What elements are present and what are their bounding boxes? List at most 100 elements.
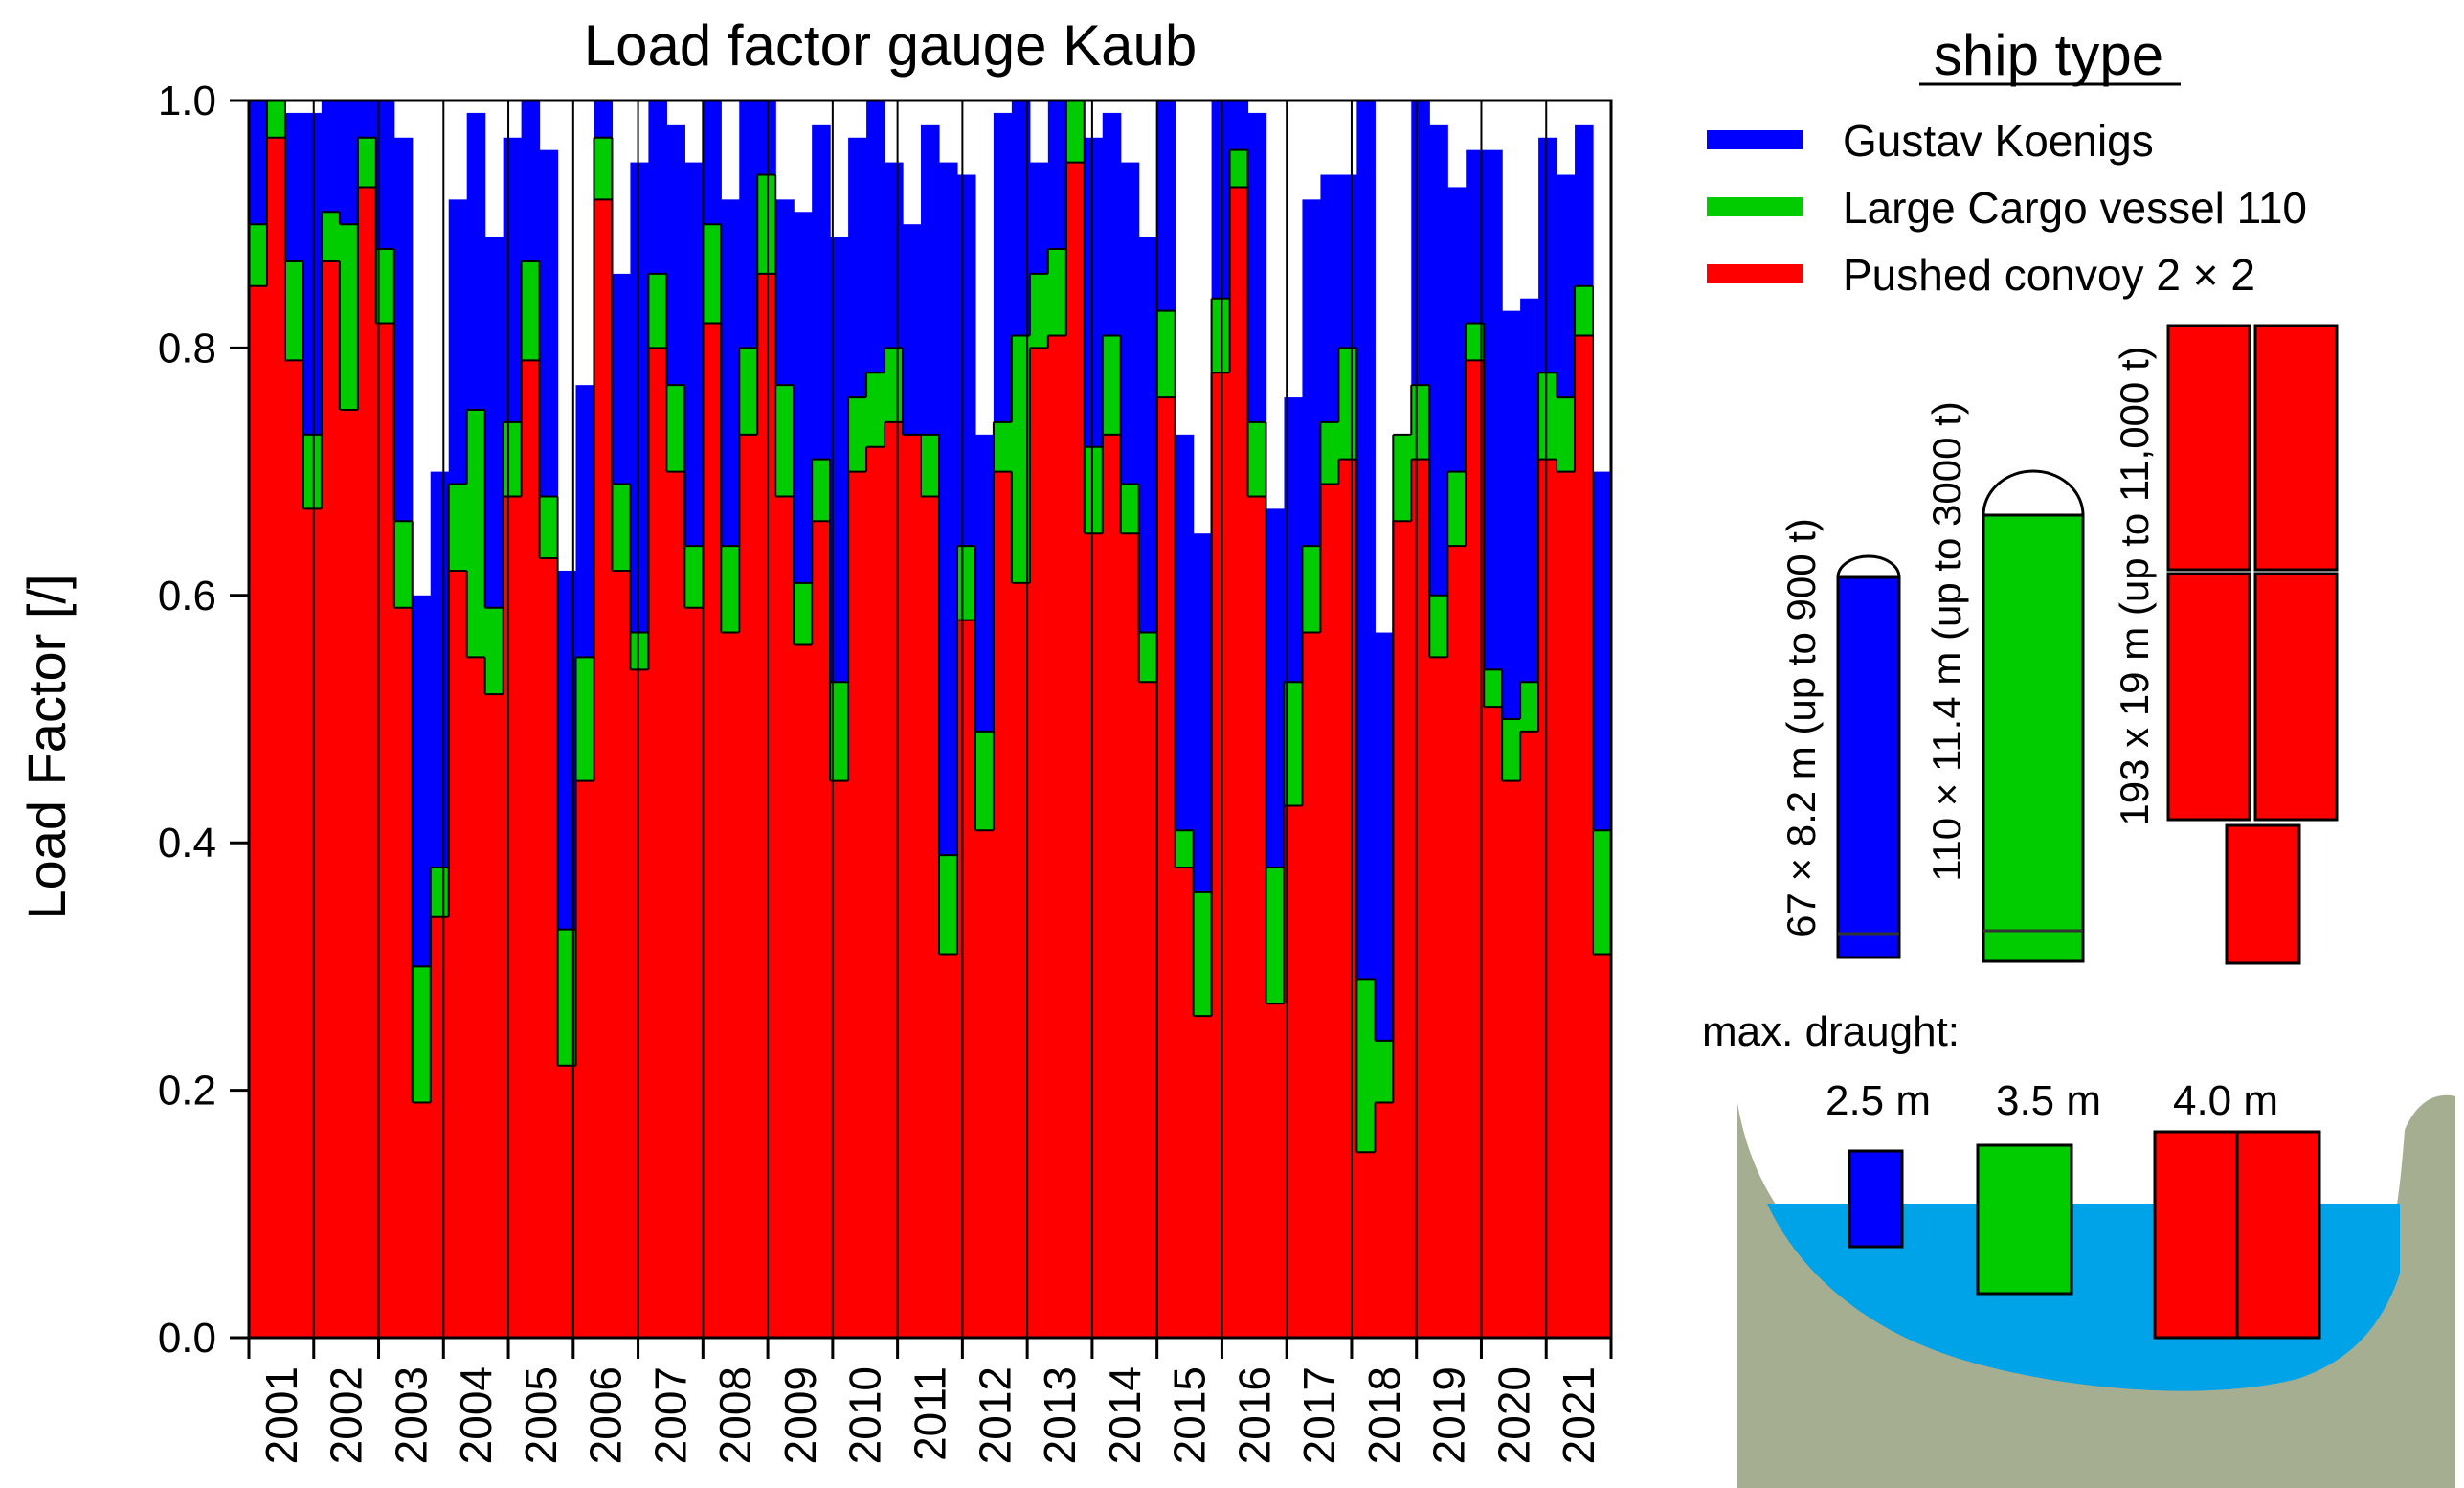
bar-cargo-40 <box>974 731 995 831</box>
bar-cargo-30 <box>794 582 813 645</box>
bar-cargo-15 <box>521 260 541 361</box>
bar-convoy-58 <box>1302 632 1322 1338</box>
bar-gustav-32 <box>830 237 849 683</box>
bar-cargo-28 <box>757 174 776 274</box>
bar-gustav-73 <box>1575 124 1594 286</box>
bar-cargo-10 <box>430 868 450 917</box>
bar-gustav-25 <box>703 101 722 225</box>
legend-swatch-cargo <box>1707 197 1803 216</box>
draught-label-cargo: 3.5 m <box>1996 1077 2101 1124</box>
bar-gustav-14 <box>503 137 523 422</box>
bar-gustav-0 <box>249 101 268 225</box>
bar-convoy-41 <box>993 471 1013 1339</box>
bar-cargo-13 <box>484 607 504 695</box>
bar-convoy-43 <box>1029 348 1049 1338</box>
bar-gustav-74 <box>1593 471 1612 831</box>
x-tick-label-2017: 2017 <box>1294 1366 1344 1464</box>
bar-convoy-24 <box>684 607 704 1338</box>
bar-convoy-69 <box>1502 780 1521 1338</box>
draught-gustav-hull <box>1848 1149 1904 1249</box>
bar-gustav-11 <box>448 199 468 485</box>
convoy-barge-3 <box>2166 572 2251 822</box>
bar-convoy-12 <box>466 657 486 1338</box>
bar-cargo-38 <box>938 855 958 955</box>
bar-gustav-8 <box>393 137 414 522</box>
bar-cargo-32 <box>830 682 849 781</box>
bar-convoy-20 <box>612 570 632 1338</box>
bar-cargo-33 <box>848 397 867 472</box>
bar-gustav-54 <box>1229 101 1249 150</box>
ship-gustav: 67 × 8.2 m (up to 900 t) <box>1779 518 1901 959</box>
bar-convoy-55 <box>1247 496 1267 1338</box>
bar-convoy-10 <box>430 916 450 1338</box>
bar-convoy-46 <box>1084 533 1104 1338</box>
cargo-dimensions: 110 × 11.4 m (up to 3000 t) <box>1924 401 1969 882</box>
bar-convoy-36 <box>903 434 922 1339</box>
bar-gustav-56 <box>1266 508 1286 868</box>
bar-cargo-26 <box>721 546 740 633</box>
x-tick-label-2011: 2011 <box>906 1366 955 1461</box>
bar-convoy-32 <box>830 780 849 1338</box>
bar-cargo-58 <box>1302 546 1322 633</box>
bar-cargo-52 <box>1193 891 1213 1017</box>
bar-cargo-19 <box>594 137 614 200</box>
bar-cargo-53 <box>1211 298 1231 373</box>
bar-cargo-31 <box>812 459 831 522</box>
y-tick-label-0.2: 0.2 <box>158 1068 216 1115</box>
bar-convoy-6 <box>357 187 377 1339</box>
bar-convoy-51 <box>1175 868 1195 1338</box>
y-axis-label: Load Factor [/] <box>16 574 77 919</box>
bar-gustav-61 <box>1356 101 1376 980</box>
bar-gustav-39 <box>956 174 976 547</box>
bar-cargo-21 <box>630 632 650 670</box>
bar-cargo-35 <box>885 348 904 422</box>
x-tick-label-2010: 2010 <box>840 1366 890 1464</box>
convoy-barge-4 <box>2253 572 2339 822</box>
x-tick-label-2009: 2009 <box>775 1366 825 1464</box>
y-axis: 0.0 0.2 0.4 0.6 0.8 1.0 <box>158 78 249 1362</box>
bar-convoy-7 <box>375 323 395 1338</box>
bar-gustav-47 <box>1102 112 1122 336</box>
bar-convoy-71 <box>1538 459 1557 1338</box>
bar-gustav-23 <box>666 124 685 386</box>
bar-cargo-12 <box>466 410 486 658</box>
bar-gustav-36 <box>903 224 922 435</box>
legend-label-gustav: Gustav Koenigs <box>1843 116 2154 166</box>
bar-gustav-60 <box>1338 174 1357 349</box>
bar-cargo-51 <box>1175 830 1195 868</box>
bar-convoy-22 <box>648 348 667 1338</box>
bar-gustav-13 <box>484 237 504 608</box>
bar-cargo-68 <box>1484 669 1503 708</box>
bar-gustav-62 <box>1375 632 1394 1041</box>
bar-gustav-37 <box>921 124 940 435</box>
bar-convoy-35 <box>885 421 904 1338</box>
bar-gustav-38 <box>938 162 958 856</box>
bar-gustav-16 <box>539 149 559 497</box>
convoy-pusher <box>2225 823 2301 965</box>
bar-convoy-42 <box>1011 582 1031 1338</box>
bar-convoy-68 <box>1484 707 1503 1338</box>
gustav-dimensions: 67 × 8.2 m (up to 900 t) <box>1779 518 1824 937</box>
bar-convoy-74 <box>1593 954 1612 1338</box>
x-tick-label-2005: 2005 <box>516 1366 566 1464</box>
bar-gustav-31 <box>812 124 831 460</box>
bar-convoy-13 <box>484 694 504 1338</box>
bar-gustav-72 <box>1557 174 1576 398</box>
draught-convoy-hull-left <box>2153 1130 2239 1340</box>
bar-convoy-44 <box>1047 335 1067 1339</box>
bar-convoy-33 <box>848 471 867 1339</box>
bar-gustav-40 <box>974 434 995 732</box>
y-tick-label-0.6: 0.6 <box>158 573 216 620</box>
convoy-dimensions: 193 x 19 m (up to 11,000 t) <box>2112 346 2157 825</box>
bar-cargo-48 <box>1120 484 1140 534</box>
bar-cargo-27 <box>739 348 758 435</box>
x-axis: 2001 2002 2003 2004 2005 2006 2007 2008 2009 2010… <box>247 1338 1613 1464</box>
bar-cargo-41 <box>993 421 1013 472</box>
bar-gustav-66 <box>1447 187 1467 472</box>
bar-cargo-9 <box>412 966 432 1103</box>
bar-gustav-55 <box>1247 112 1267 422</box>
bar-convoy-45 <box>1065 162 1086 1339</box>
bar-convoy-21 <box>630 669 650 1338</box>
legend-label-cargo: Large Cargo vessel 110 <box>1843 183 2307 233</box>
x-tick-label-2018: 2018 <box>1359 1366 1409 1464</box>
